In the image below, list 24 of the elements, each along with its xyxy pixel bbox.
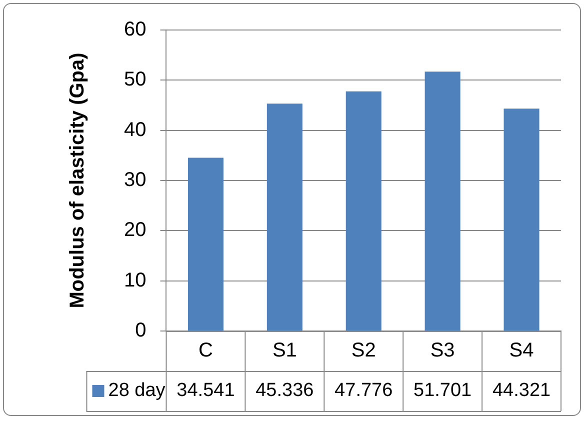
data-label: 34.541: [176, 380, 235, 402]
x-tick-label: S4: [509, 340, 534, 362]
y-tick-label: 30: [124, 169, 146, 192]
bar: [424, 72, 460, 330]
data-label: 47.776: [334, 380, 393, 402]
bar: [504, 108, 540, 330]
y-tick-label: 60: [124, 18, 146, 41]
bar: [188, 158, 224, 330]
y-tick-label: 0: [135, 320, 146, 342]
y-tick-label: 40: [124, 118, 146, 141]
x-tick-label: S3: [430, 340, 455, 362]
x-tick-label: S2: [351, 340, 376, 362]
y-tick-label: 10: [124, 269, 146, 292]
y-axis-title: Modulus of elasticity (Gpa): [66, 52, 89, 308]
x-tick-label: S1: [272, 340, 297, 362]
x-tick-label: C: [198, 340, 213, 362]
data-label: 45.336: [256, 380, 314, 402]
legend-label: 28 day: [108, 380, 166, 402]
bar: [346, 91, 382, 330]
data-label: 44.321: [492, 380, 551, 402]
bar: [266, 104, 302, 330]
y-tick-label: 20: [124, 219, 146, 242]
data-label: 51.701: [414, 380, 472, 402]
y-tick-label: 50: [124, 68, 146, 91]
